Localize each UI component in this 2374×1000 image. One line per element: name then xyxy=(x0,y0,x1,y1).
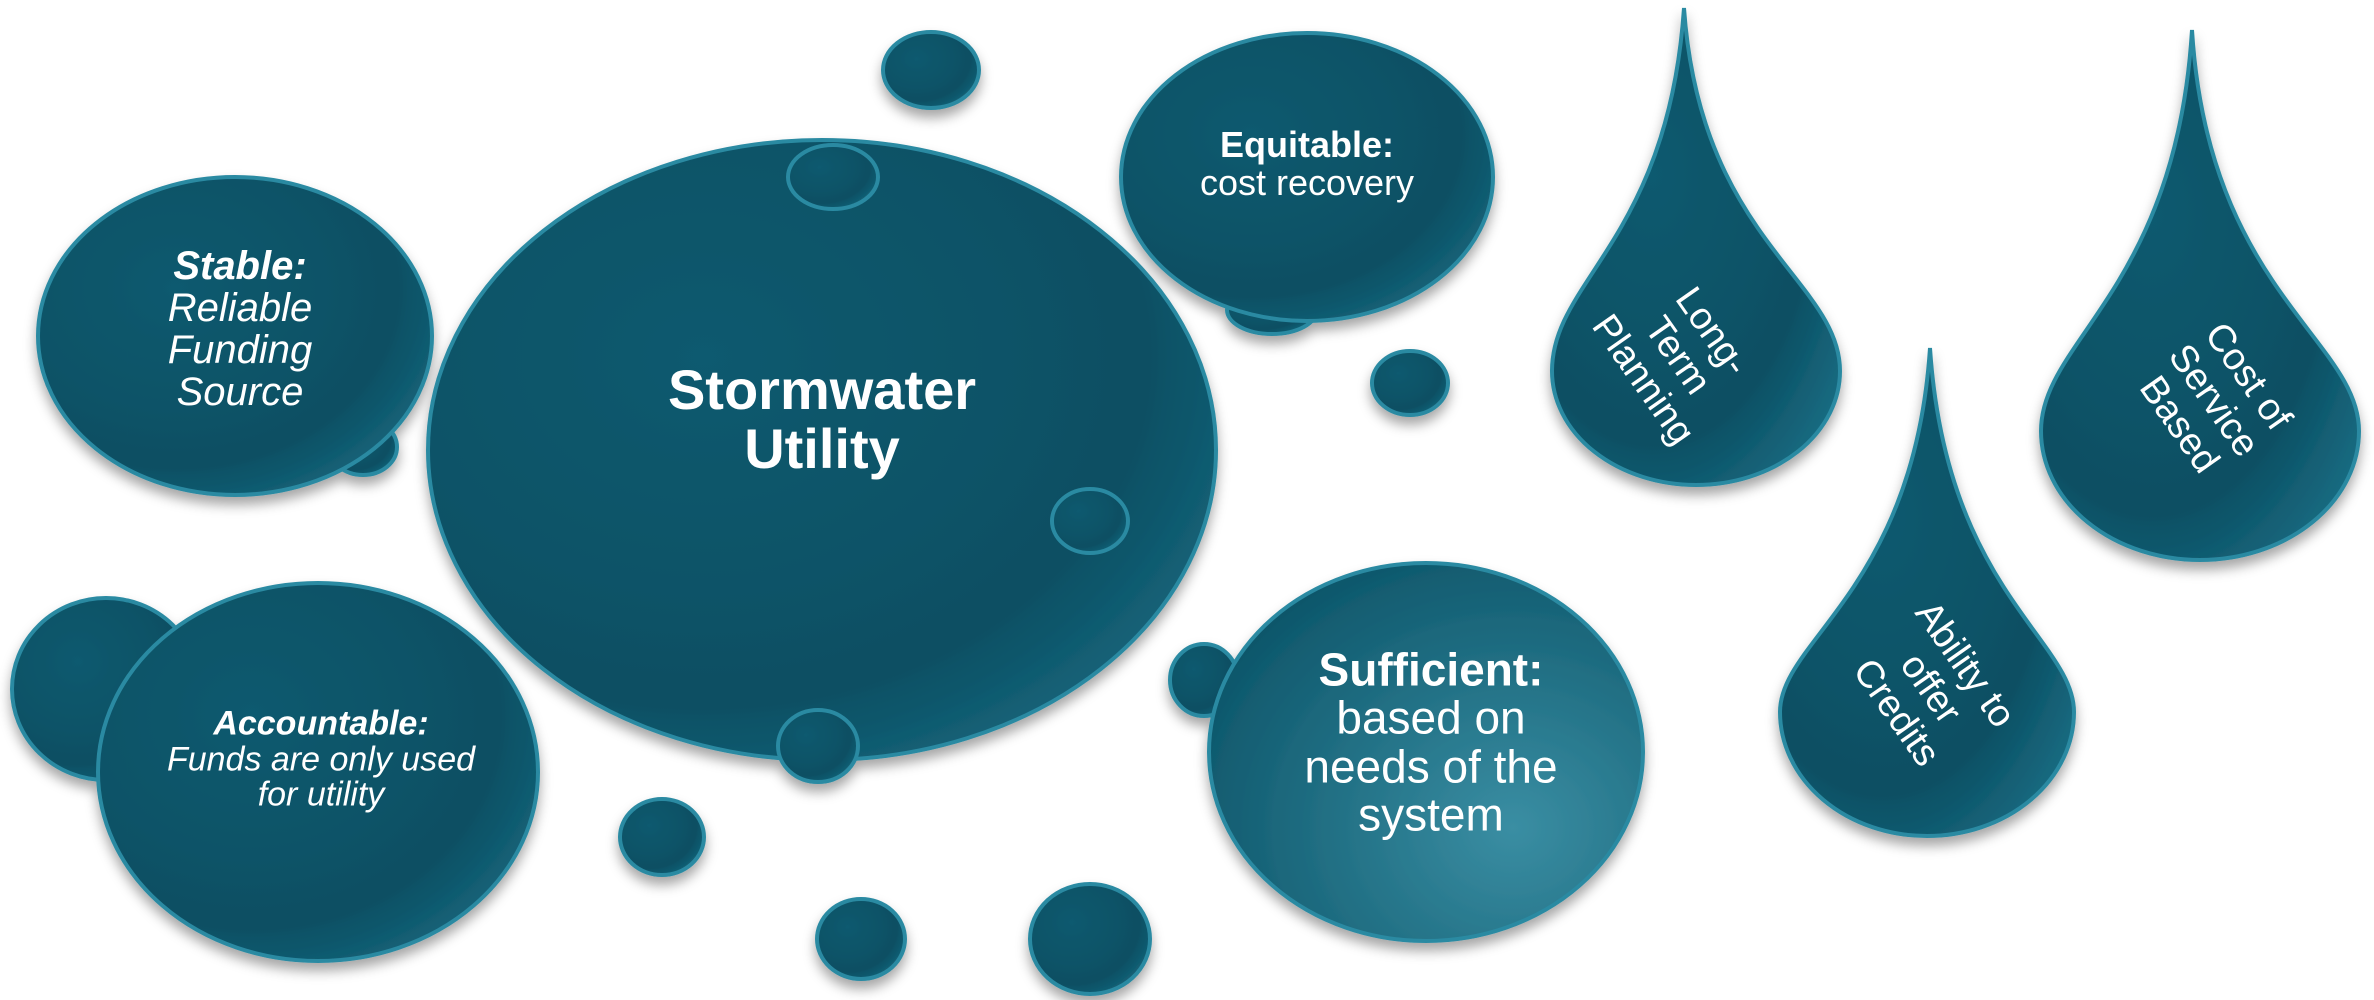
bubble-text: Accountable: Funds are only used for uti… xyxy=(166,706,476,813)
bubble-desc: cost recovery xyxy=(1199,162,1415,203)
bubble-desc: Reliable Funding Source xyxy=(167,286,313,414)
bubble xyxy=(1050,487,1130,555)
bubble-label: Accountable: xyxy=(213,704,429,743)
bubble-text: Equitable: cost recovery xyxy=(1192,126,1422,202)
bubble xyxy=(776,708,860,784)
bubble-label: Equitable: xyxy=(1219,124,1394,166)
bubble-label: Stable: xyxy=(173,244,307,288)
bubble-text: Stable: Reliable Funding Source xyxy=(105,245,375,413)
bubble xyxy=(881,30,981,110)
bubble-desc: Funds are only used for utility xyxy=(166,740,476,814)
bubble xyxy=(1370,349,1450,417)
bubble-desc: based on needs of the system xyxy=(1304,691,1558,841)
bubble xyxy=(815,897,907,981)
drop xyxy=(1549,7,1843,487)
bubble xyxy=(1119,31,1495,323)
bubble xyxy=(36,175,434,497)
drop xyxy=(1777,347,2077,838)
bubble xyxy=(618,797,706,877)
bubble xyxy=(96,581,540,963)
bubble-label: Sufficient: xyxy=(1318,643,1544,696)
bubble-text: Sufficient: based on needs of the system xyxy=(1281,645,1581,838)
bubble xyxy=(1207,561,1645,943)
center-title: Stormwater Utility xyxy=(667,358,977,480)
drop xyxy=(2038,29,2362,562)
bubble xyxy=(786,143,880,211)
bubble xyxy=(1028,882,1152,996)
